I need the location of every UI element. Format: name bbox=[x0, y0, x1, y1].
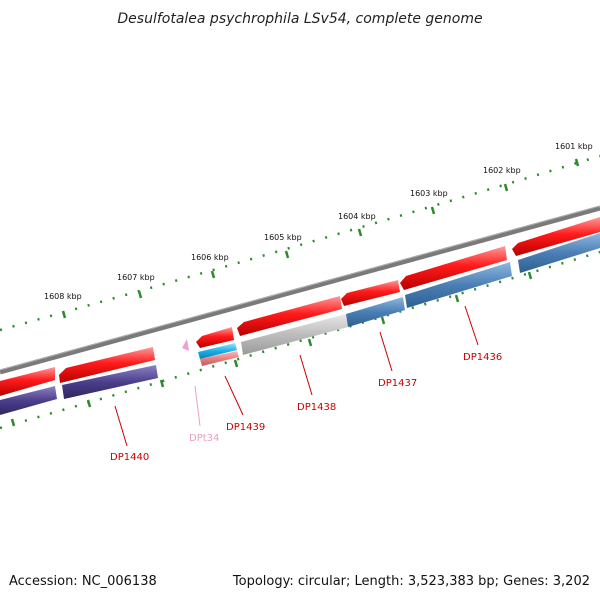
forward-strand-features bbox=[0, 217, 600, 396]
gene-label[interactable]: DPt34 bbox=[189, 433, 219, 444]
forward-cds-feature[interactable] bbox=[512, 217, 600, 256]
inner-major-tick bbox=[527, 271, 533, 280]
reverse-cds-feature[interactable] bbox=[200, 351, 239, 366]
gene-label[interactable]: DP1437 bbox=[378, 378, 417, 389]
outer-major-tick bbox=[210, 270, 216, 279]
forward-cds-feature[interactable] bbox=[0, 367, 55, 396]
reverse-cds-feature[interactable] bbox=[198, 343, 237, 359]
tick-label: 1605 kbp bbox=[264, 233, 302, 242]
tick-label: 1608 kbp bbox=[44, 292, 82, 301]
outer-scale-dots bbox=[0, 154, 600, 332]
outer-major-tick bbox=[357, 228, 363, 237]
forward-cds-feature[interactable] bbox=[341, 280, 400, 306]
genome-backbone-highlight bbox=[0, 205, 600, 371]
tick-label: 1601 kbp bbox=[555, 142, 593, 151]
inner-major-tick bbox=[86, 399, 92, 408]
reverse-cds-feature[interactable] bbox=[62, 365, 158, 399]
inner-scale-major-ticks bbox=[10, 271, 533, 427]
outer-major-tick bbox=[137, 290, 143, 299]
forward-cds-feature[interactable] bbox=[196, 327, 234, 348]
gene-label[interactable]: DP1438 bbox=[297, 402, 336, 413]
inner-major-tick bbox=[233, 359, 239, 368]
map-title: Desulfotalea psychrophila LSv54, complet… bbox=[117, 11, 482, 27]
outer-major-tick bbox=[61, 310, 67, 319]
leader-line bbox=[464, 305, 479, 346]
tick-label: 1602 kbp bbox=[483, 166, 521, 175]
inner-scale-dots bbox=[0, 250, 600, 430]
outer-major-tick bbox=[503, 183, 509, 192]
tick-labels: 1601 kbp 1602 kbp 1603 kbp 1604 kbp 1605… bbox=[44, 142, 593, 301]
outer-major-tick bbox=[574, 158, 580, 167]
forward-cds-feature[interactable] bbox=[59, 347, 155, 383]
label-leader-lines bbox=[114, 305, 479, 447]
reverse-strand-features bbox=[0, 233, 600, 415]
genome-summary-text: Topology: circular; Length: 3,523,383 bp… bbox=[232, 574, 590, 589]
forward-cds-feature[interactable] bbox=[237, 296, 342, 336]
trna-feature[interactable] bbox=[182, 339, 189, 351]
gene-label[interactable]: DP1440 bbox=[110, 452, 149, 463]
reverse-cds-feature[interactable] bbox=[0, 386, 57, 415]
tick-label: 1604 kbp bbox=[338, 212, 376, 221]
tick-label: 1603 kbp bbox=[410, 189, 448, 198]
inner-major-tick bbox=[307, 338, 313, 347]
forward-cds-feature[interactable] bbox=[400, 246, 507, 290]
genome-backbone bbox=[0, 205, 600, 375]
reverse-cds-feature[interactable] bbox=[241, 314, 348, 355]
gene-label[interactable]: DP1439 bbox=[226, 422, 265, 433]
tick-label: 1607 kbp bbox=[117, 273, 155, 282]
leader-line bbox=[379, 331, 393, 372]
leader-line bbox=[224, 375, 244, 416]
leader-line bbox=[299, 354, 313, 396]
gene-label[interactable]: DP1436 bbox=[463, 352, 502, 363]
outer-major-tick bbox=[284, 250, 290, 259]
reverse-cds-feature[interactable] bbox=[518, 233, 600, 273]
inner-major-tick bbox=[10, 418, 16, 427]
gene-labels: DP1436 DP1437 DP1438 DP1439 DPt34 DP1440 bbox=[110, 352, 502, 463]
outer-major-tick bbox=[430, 206, 436, 215]
inner-major-tick bbox=[380, 316, 386, 325]
leader-line bbox=[194, 385, 201, 427]
reverse-cds-feature[interactable] bbox=[405, 262, 512, 308]
reverse-cds-feature[interactable] bbox=[346, 297, 405, 327]
outer-scale-major-ticks bbox=[61, 158, 580, 319]
tick-label: 1606 kbp bbox=[191, 253, 229, 262]
accession-text: Accession: NC_006138 bbox=[9, 574, 157, 589]
inner-major-tick bbox=[454, 294, 460, 303]
leader-line bbox=[114, 405, 128, 447]
inner-major-tick bbox=[159, 379, 165, 388]
